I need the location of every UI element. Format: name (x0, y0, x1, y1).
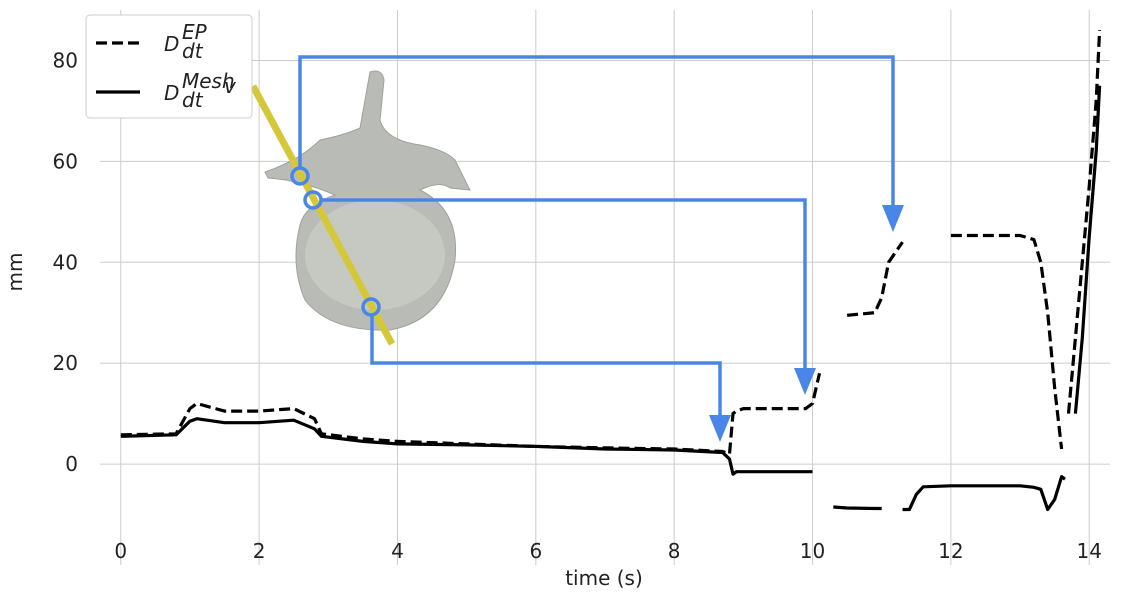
arrowheads (709, 205, 904, 442)
grid (100, 10, 1110, 565)
legend-sup: EP (182, 20, 208, 44)
y-tick-label: 0 (65, 452, 78, 476)
y-tick-label: 60 (53, 149, 78, 173)
vertebra-inset (249, 55, 904, 442)
legend-label: D (164, 81, 179, 105)
x-tick-label: 14 (1077, 539, 1102, 563)
y-axis-label: mm (3, 253, 27, 292)
lines (120, 30, 1102, 512)
x-tick-label: 12 (938, 539, 963, 563)
legend-sup: Mesh (182, 69, 235, 93)
x-tick-label: 6 (529, 539, 542, 563)
legend-sub: dt (182, 88, 204, 112)
y-tick-label: 20 (53, 351, 78, 375)
x-tick-label: 0 (114, 539, 127, 563)
legend-sub: dt (182, 39, 204, 63)
legend-sup-sub: v (224, 74, 237, 98)
series-line (120, 85, 1102, 512)
arrows (290, 55, 895, 425)
vertebra-body (305, 200, 445, 310)
y-tick-label: 80 (53, 48, 78, 72)
legend-label: D (164, 32, 179, 56)
x-axis-label: time (s) (565, 566, 643, 590)
y-tick-label: 40 (53, 250, 78, 274)
x-tick-label: 8 (668, 539, 681, 563)
x-tick-label: 4 (391, 539, 404, 563)
x-tick-label: 10 (800, 539, 825, 563)
series-line (120, 30, 1102, 456)
x-tick-label: 2 (253, 539, 266, 563)
